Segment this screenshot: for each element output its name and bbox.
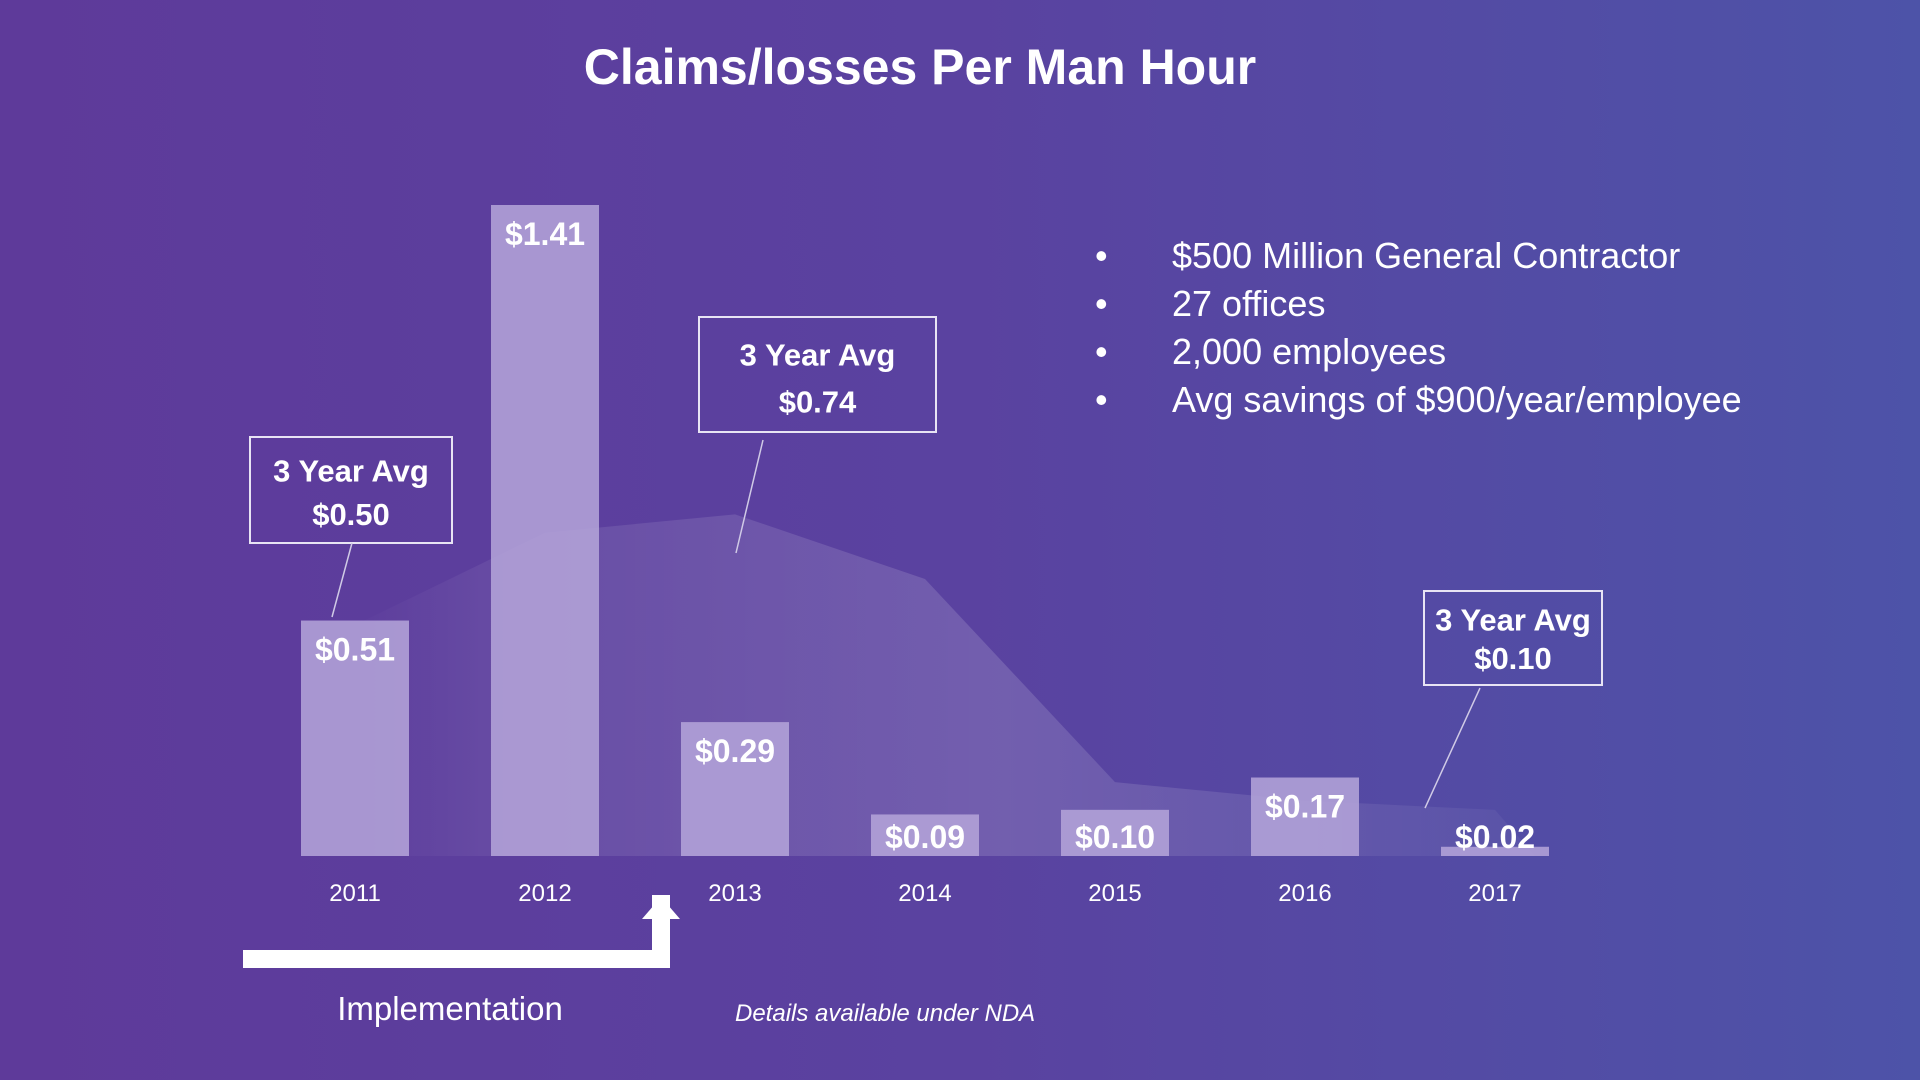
- avg-callout: 3 Year Avg $0.10: [1423, 590, 1603, 809]
- nda-note: Details available under NDA: [735, 1000, 1036, 1027]
- callout-heading: 3 Year Avg: [740, 337, 896, 372]
- fact-item: 2,000 employees: [1095, 328, 1742, 376]
- bar-value-label: $1.41: [505, 216, 585, 252]
- bar-value-label: $0.09: [885, 819, 965, 855]
- bar: [491, 205, 599, 856]
- callout-value: $0.50: [312, 497, 390, 532]
- x-tick-label: 2014: [898, 880, 951, 907]
- implementation-arrow-icon: [243, 895, 680, 968]
- x-tick-label: 2011: [329, 880, 381, 907]
- callout-box: [698, 316, 937, 433]
- bar-value-label: $0.10: [1075, 819, 1155, 855]
- bar-value-label: $0.17: [1265, 789, 1345, 825]
- callout-leader-line: [735, 439, 764, 554]
- callout-heading: 3 Year Avg: [273, 454, 429, 489]
- avg-callout: 3 Year Avg $0.50: [249, 436, 453, 618]
- fact-item: $500 Million General Contractor: [1095, 232, 1742, 280]
- avg-callout: 3 Year Avg $0.74: [698, 316, 937, 554]
- bar-value-label: $0.51: [315, 632, 395, 668]
- callout-value: $0.10: [1474, 641, 1552, 676]
- bar: [1251, 777, 1359, 856]
- callout-box: [249, 436, 453, 544]
- x-tick-label: 2017: [1468, 880, 1521, 907]
- bar: [681, 722, 789, 856]
- fact-list: $500 Million General Contractor 27 offic…: [1095, 232, 1742, 424]
- fact-item: 27 offices: [1095, 280, 1742, 328]
- x-tick-label: 2013: [708, 880, 761, 907]
- callout-heading: 3 Year Avg: [1435, 602, 1591, 637]
- x-tick-label: 2012: [518, 880, 571, 907]
- bar-value-label: $0.02: [1455, 819, 1535, 855]
- bar: [1061, 809, 1169, 856]
- callout-box: [1423, 590, 1603, 686]
- x-tick-label: 2016: [1278, 880, 1331, 907]
- callout-leader-line: [1424, 687, 1481, 809]
- bar: [871, 814, 979, 856]
- implementation-label: Implementation: [337, 990, 563, 1027]
- callout-leader-line: [331, 542, 353, 618]
- callout-value: $0.74: [779, 384, 857, 419]
- fact-item: Avg savings of $900/year/employee: [1095, 376, 1742, 424]
- bar: [301, 620, 409, 856]
- x-tick-label: 2015: [1088, 880, 1141, 907]
- bar-value-label: $0.29: [695, 733, 775, 769]
- bar: [1441, 846, 1549, 856]
- trend-area: [345, 514, 1535, 856]
- chart-title: Claims/losses Per Man Hour: [583, 39, 1257, 95]
